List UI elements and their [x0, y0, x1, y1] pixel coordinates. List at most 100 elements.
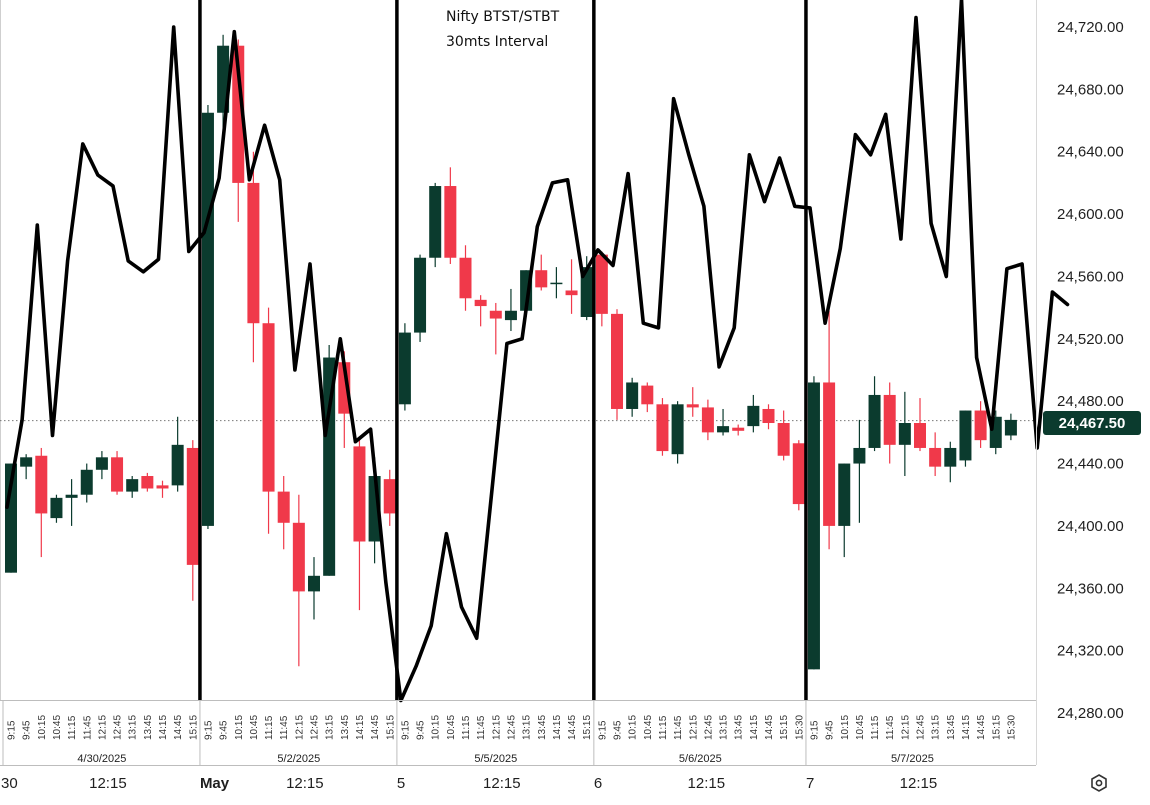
candle-down	[292, 522, 305, 592]
x-time-label: 14:15	[749, 715, 760, 740]
x-time-label: 9:15	[400, 720, 411, 740]
candle-up	[959, 410, 972, 461]
candle-down	[974, 410, 987, 441]
candle-up	[50, 497, 63, 519]
x-time-label: 14:45	[567, 715, 578, 740]
x-time-label: 11:15	[67, 715, 78, 740]
candle-down	[474, 299, 487, 307]
candle-down	[35, 455, 48, 514]
candle-down	[686, 404, 699, 408]
x-time-label: 9:15	[597, 720, 608, 740]
x-time-major-label: 12:15	[483, 775, 521, 792]
candle-up	[504, 310, 517, 321]
x-day-label: 7	[806, 775, 814, 792]
y-tick-label: 24,720.00	[1057, 19, 1124, 36]
y-tick-label: 24,640.00	[1057, 144, 1124, 161]
x-time-label: 13:45	[143, 715, 154, 740]
candle-down	[595, 254, 608, 314]
gridlines	[0, 0, 1036, 700]
x-date-label: 4/30/2025	[77, 753, 126, 765]
x-time-major-label: 12:15	[900, 775, 938, 792]
candle-down	[535, 270, 548, 288]
x-time-label: 14:45	[764, 715, 775, 740]
x-time-label: 11:15	[264, 715, 275, 740]
x-time-label: 14:15	[158, 715, 169, 740]
x-time-label: 9:15	[7, 720, 18, 740]
candle-up	[717, 426, 730, 433]
x-time-label: 10:45	[643, 715, 654, 740]
y-tick-label: 24,560.00	[1057, 268, 1124, 285]
x-time-label: 14:45	[370, 715, 381, 740]
y-tick-label: 24,280.00	[1057, 705, 1124, 722]
x-time-label: 13:15	[719, 715, 730, 740]
x-time-label: 12:15	[900, 715, 911, 740]
x-time-label: 13:45	[946, 715, 957, 740]
x-day-label: 5	[397, 775, 405, 792]
candle-up	[944, 447, 957, 467]
chart-settings-button[interactable]	[1088, 772, 1110, 794]
x-date-label: 5/7/2025	[891, 753, 934, 765]
candle-down	[489, 310, 502, 319]
candle-up	[95, 457, 108, 470]
x-time-label: 13:15	[128, 715, 139, 740]
x-time-label: 11:15	[870, 715, 881, 740]
y-tick-label: 24,400.00	[1057, 518, 1124, 535]
candle-down	[914, 423, 926, 448]
x-time-label: 10:45	[855, 715, 866, 740]
y-tick-label: 24,600.00	[1057, 206, 1124, 223]
candle-down	[611, 313, 623, 409]
candle-up	[65, 494, 78, 498]
axes: 24,280.00 24,320.00 24,360.00 24,400.00 24,4…	[0, 0, 1124, 792]
x-time-major-label: 12:15	[286, 775, 324, 792]
overlay-line	[5, 0, 1070, 703]
candle-up	[747, 405, 760, 427]
candle-down	[277, 491, 290, 523]
x-time-label: 12:15	[97, 715, 108, 740]
x-time-label: 9:45	[825, 720, 836, 740]
x-time-label: 14:15	[355, 715, 366, 740]
x-time-label: 15:15	[582, 715, 593, 740]
candle-down	[186, 447, 199, 565]
session-dividers	[198, 0, 808, 700]
candle-down	[792, 443, 805, 505]
x-time-label: 13:15	[522, 715, 533, 740]
candle-up	[550, 282, 563, 285]
x-time-label: 9:45	[22, 720, 33, 740]
x-time-label: 14:15	[552, 715, 563, 740]
x-time-label: 12:15	[688, 715, 699, 740]
candle-up	[323, 357, 336, 576]
candle-down	[656, 404, 669, 452]
x-time-label: 12:45	[703, 715, 714, 740]
x-time-label: 11:15	[658, 715, 669, 740]
candle-down	[232, 45, 245, 183]
x-time-label: 11:45	[885, 715, 896, 740]
x-time-label: 14:45	[976, 715, 987, 740]
candle-up	[580, 267, 593, 317]
x-time-label: 10:15	[628, 715, 639, 740]
candle-down	[823, 382, 836, 526]
x-time-label: 11:45	[279, 715, 290, 740]
x-time-label: 9:45	[416, 720, 427, 740]
candle-down	[141, 476, 154, 489]
candle-down	[353, 446, 366, 542]
x-day-label: 30	[1, 775, 18, 792]
candle-up	[868, 394, 881, 448]
x-time-label: 12:45	[113, 715, 124, 740]
candle-down	[762, 408, 775, 424]
x-time-label: 10:45	[249, 715, 260, 740]
x-time-label: 15:15	[188, 715, 199, 740]
x-time-label: 12:15	[491, 715, 502, 740]
x-time-label: 10:15	[37, 715, 48, 740]
x-time-label: 14:45	[173, 715, 184, 740]
candle-up	[171, 444, 184, 486]
x-time-label: 15:30	[1006, 715, 1017, 740]
x-time-label: 11:45	[476, 715, 487, 740]
y-tick-label: 24,320.00	[1057, 643, 1124, 660]
y-tick-label: 24,680.00	[1057, 81, 1124, 98]
chart-title-line-2: 30mts Interval	[446, 34, 549, 50]
candle-up	[1004, 419, 1017, 436]
candle-up	[398, 332, 411, 405]
candle-up	[5, 463, 17, 573]
x-time-label: 10:15	[234, 715, 245, 740]
